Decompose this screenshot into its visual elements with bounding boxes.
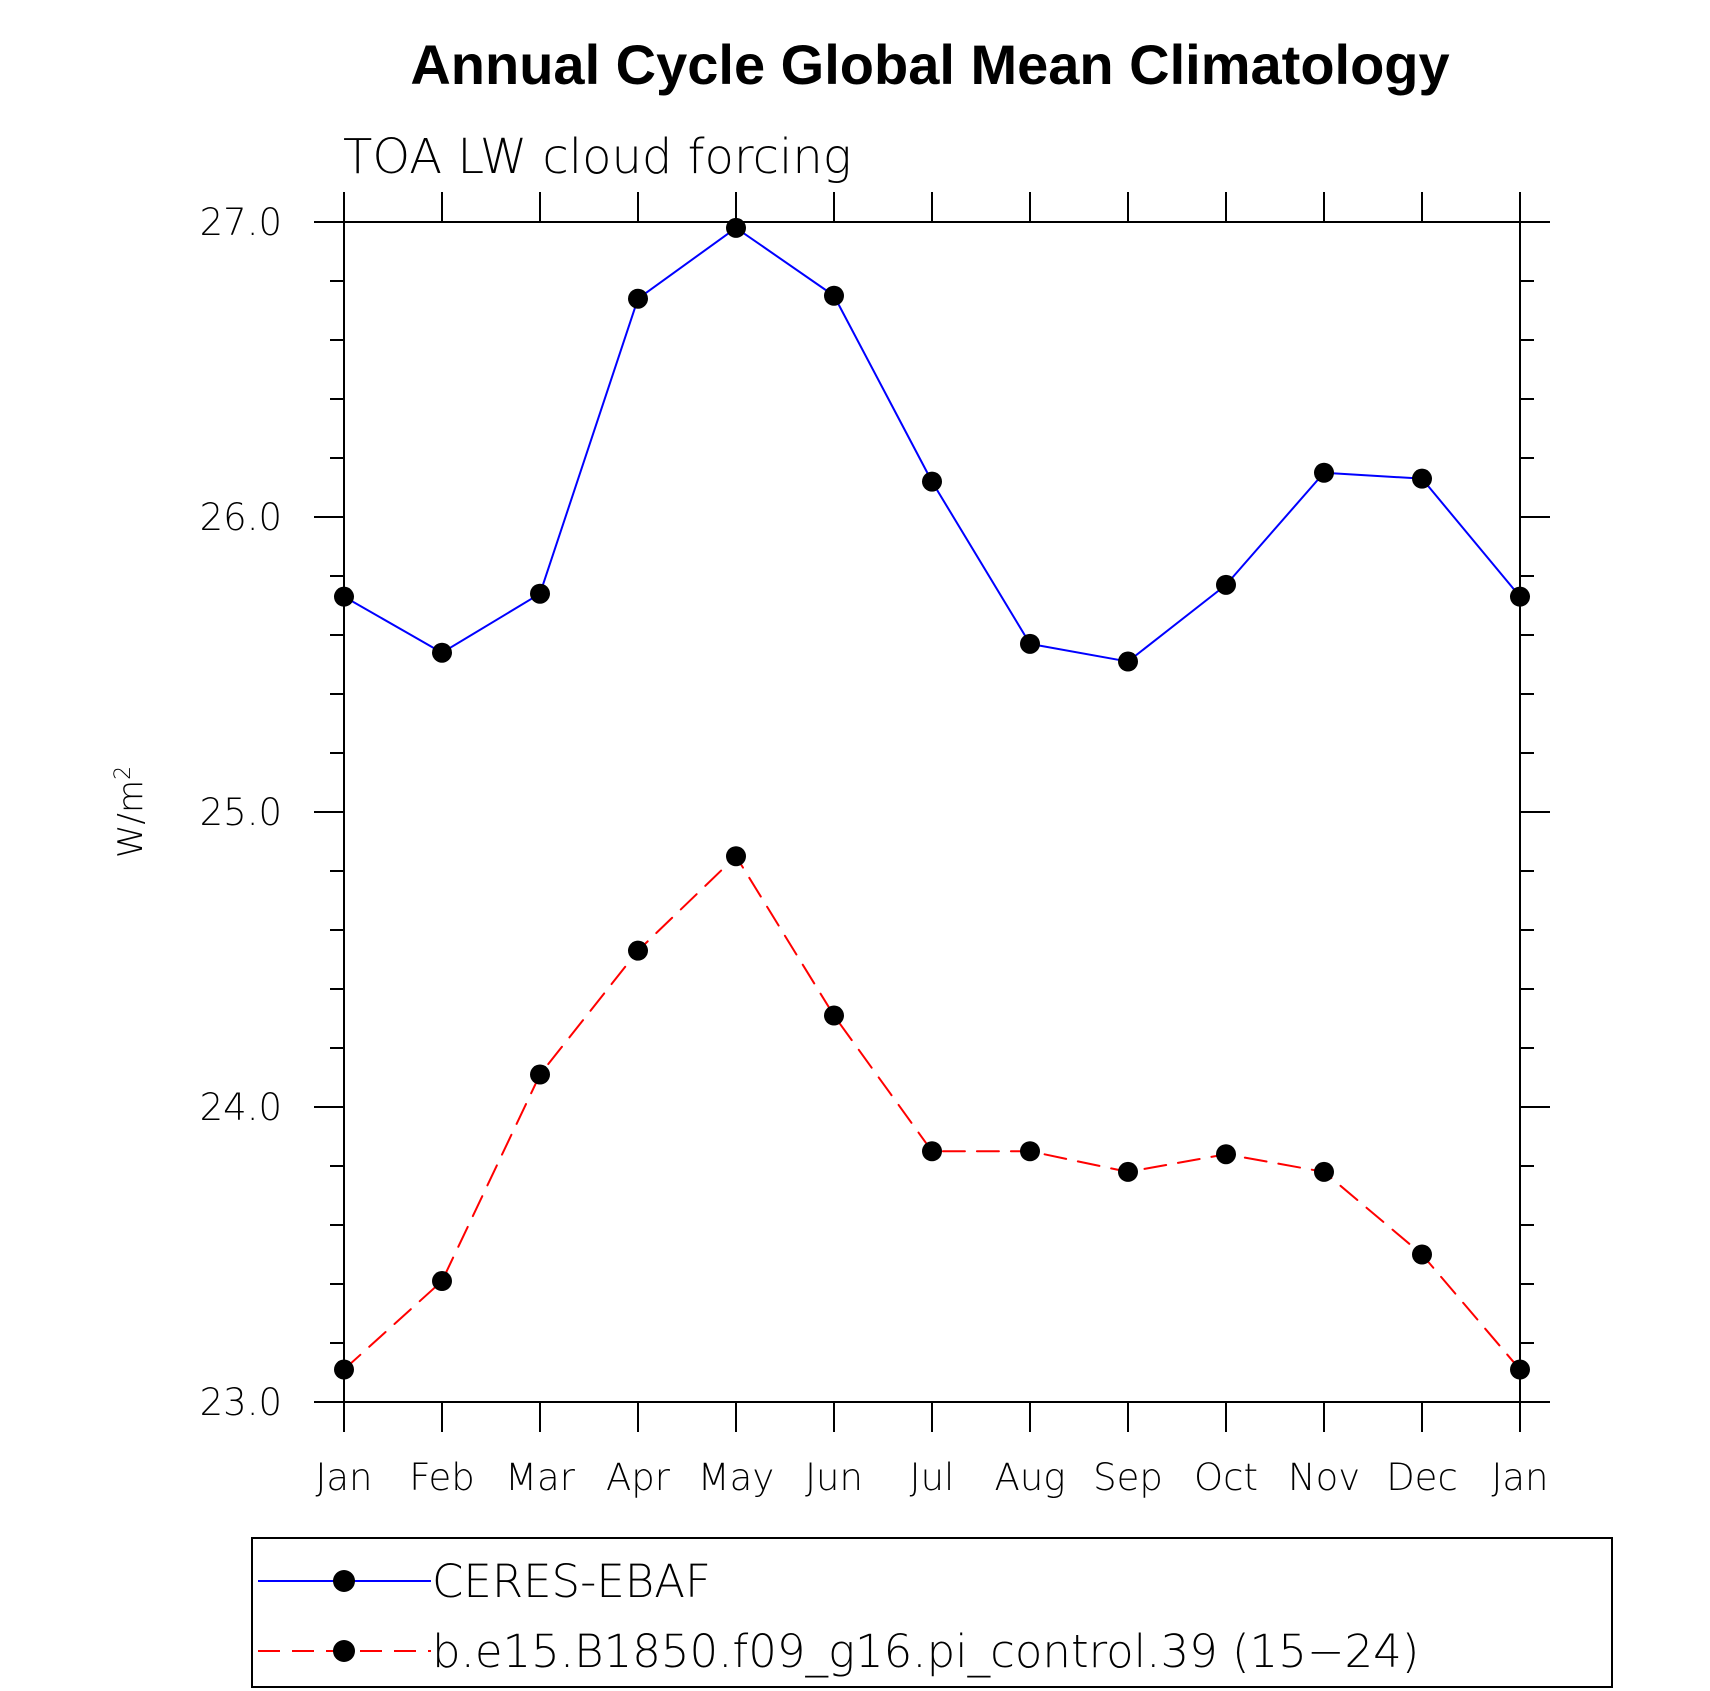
legend-label-1: b.e15.B1850.f09_g16.pi_control.39 (15−24… <box>432 1625 1419 1678</box>
x-tick-label: Jan <box>1491 1456 1548 1499</box>
data-point <box>1118 651 1138 672</box>
x-tick-label: Jun <box>805 1456 863 1499</box>
data-point <box>1216 574 1236 595</box>
legend: CERES-EBAF b.e15.B1850.f09_g16.pi_control… <box>251 1537 1613 1688</box>
axis-layer: Jan Feb Mar Apr May Jun Jul Aug Sep Oct Nov Dec Jan 2… <box>200 192 1550 1499</box>
y-tick-label: 26.0 <box>200 496 282 539</box>
x-tick-label: May <box>698 1456 775 1499</box>
x-tick-label: Apr <box>606 1456 671 1499</box>
x-tick-label: Nov <box>1288 1456 1360 1499</box>
data-point <box>1216 1144 1236 1165</box>
data-point <box>628 288 648 309</box>
legend-label-0: CERES-EBAF <box>432 1555 711 1608</box>
data-point <box>824 1005 844 1026</box>
series-layer <box>334 217 1530 1380</box>
x-tick-label: Feb <box>409 1456 475 1499</box>
data-point <box>824 285 844 306</box>
data-point <box>530 583 550 604</box>
data-point <box>922 471 942 492</box>
data-point <box>530 1064 550 1085</box>
data-point <box>726 846 746 867</box>
data-point <box>334 586 354 607</box>
y-tick-label: 27.0 <box>200 201 282 244</box>
data-point <box>1412 468 1432 489</box>
series-line-1 <box>343 855 1521 1371</box>
data-point <box>432 1271 452 1292</box>
legend-marker-0 <box>333 1570 355 1592</box>
legend-box <box>251 1537 1613 1688</box>
data-point <box>1020 633 1040 654</box>
plot-frame <box>343 221 1521 1403</box>
data-point <box>1314 1161 1334 1182</box>
chart-subtitle: TOA LW cloud forcing <box>343 129 852 185</box>
chart-title: Annual Cycle Global Mean Climatology <box>410 33 1449 96</box>
y-axis-label-superscript: 2 <box>111 766 136 780</box>
data-point <box>1510 586 1530 607</box>
y-axis-label-main: W/m <box>111 780 151 858</box>
x-tick-label: Aug <box>995 1456 1066 1499</box>
data-point <box>1118 1161 1138 1182</box>
x-tick-label: Dec <box>1386 1456 1458 1499</box>
data-point <box>1314 462 1334 483</box>
y-tick-label: 23.0 <box>200 1381 282 1424</box>
legend-marker-1 <box>333 1640 355 1662</box>
data-point <box>432 642 452 663</box>
x-tick-label: Jul <box>910 1456 955 1499</box>
data-point <box>1020 1141 1040 1162</box>
x-tick-label: Sep <box>1093 1456 1163 1499</box>
x-tick-label: Oct <box>1194 1456 1258 1499</box>
data-point <box>628 940 648 961</box>
x-tick-label: Mar <box>505 1456 576 1499</box>
data-point <box>922 1141 942 1162</box>
y-tick-label: 24.0 <box>200 1086 282 1129</box>
y-axis-label: W/m2 <box>111 766 151 858</box>
y-tick-label: 25.0 <box>200 791 282 834</box>
x-tick-label: Jan <box>315 1456 372 1499</box>
data-point <box>1412 1244 1432 1265</box>
data-point <box>334 1359 354 1380</box>
series-line-0 <box>343 226 1521 663</box>
legend-items: CERES-EBAF b.e15.B1850.f09_g16.pi_control… <box>258 1555 1419 1678</box>
data-point <box>1510 1359 1530 1380</box>
data-point <box>726 217 746 238</box>
